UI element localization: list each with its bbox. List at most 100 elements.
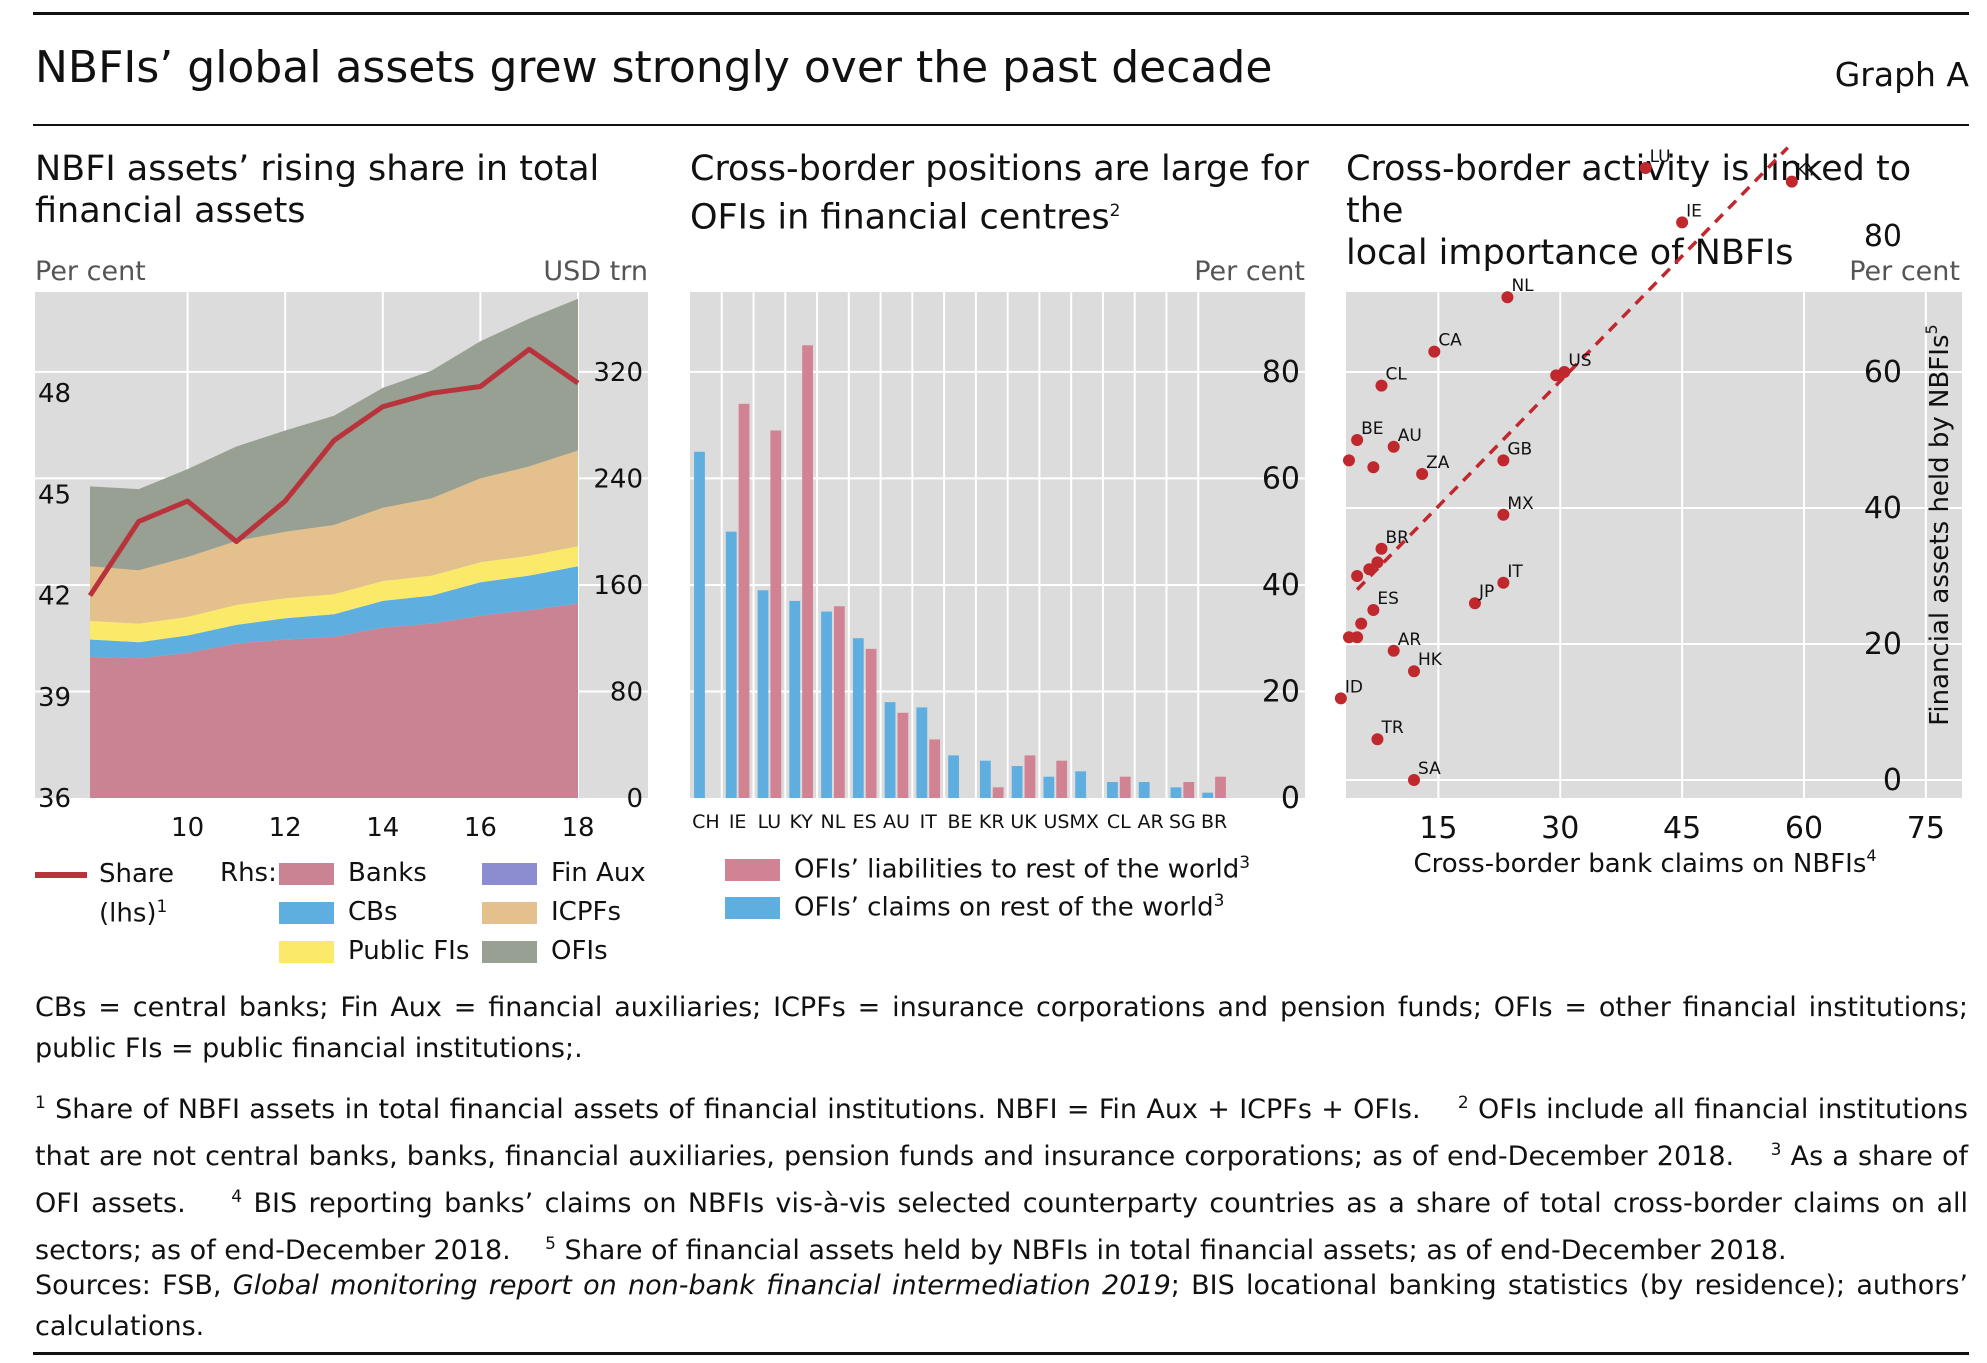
bar-claims-LU <box>757 590 769 798</box>
scatter-point <box>1351 631 1364 644</box>
scatter-point-ZA <box>1416 468 1429 480</box>
scatter-label-BE: BE <box>1361 419 1383 439</box>
sources-italic: Global monitoring report on non-bank fin… <box>232 1270 1171 1301</box>
legend-rhs-prefix: Rhs: <box>220 858 277 888</box>
left-rhs-tick: 160 <box>593 571 643 601</box>
legend-fin-aux: Fin Aux <box>482 858 646 888</box>
bar-claims-CH <box>694 451 705 798</box>
legend-banks-swatch <box>279 862 334 885</box>
right-y-tick: 40 <box>1864 491 1902 526</box>
middle-x-tick: AU <box>883 811 910 833</box>
bar-claims-AR <box>1138 782 1150 798</box>
left-lhs-tick: 36 <box>38 784 71 814</box>
bottom-rule <box>33 1352 1969 1355</box>
middle-x-tick: UK <box>1010 811 1037 833</box>
middle-plot-background <box>690 292 1305 798</box>
bar-liabilities-BR <box>1215 776 1226 798</box>
page-title: NBFIs’ global assets grew strongly over … <box>35 42 1273 93</box>
scatter-point-BR <box>1375 542 1388 555</box>
scatter-label-TR: TR <box>1380 718 1403 738</box>
middle-x-tick: USMX <box>1043 811 1098 833</box>
legend-cbs-swatch <box>279 901 334 924</box>
legend-share: Share (lhs)1 <box>35 858 174 931</box>
bar-liabilities-LU <box>770 430 782 798</box>
bar-claims-IT <box>916 707 928 798</box>
scatter-point-NL <box>1501 291 1514 304</box>
right-rhs-unit: Per cent <box>1849 256 1960 287</box>
bar-claims-KY <box>789 600 801 798</box>
legend-liabilities-label: OFIs’ liabilities to rest of the world <box>794 854 1240 885</box>
right-y-tick: 60 <box>1864 355 1902 390</box>
scatter-point <box>1550 369 1563 382</box>
legend-claims-sup: 3 <box>1213 891 1225 911</box>
legend-banks-label: Banks <box>348 858 427 888</box>
legend-icpfs: ICPFs <box>482 897 621 927</box>
middle-y-tick: 0 <box>1281 781 1300 816</box>
legend-share-label: Share <box>99 859 175 889</box>
scatter-point <box>1363 563 1376 576</box>
right-y-tick: 0 <box>1883 763 1902 798</box>
bar-liabilities-NL <box>833 606 845 798</box>
scatter-label-ES: ES <box>1377 589 1399 609</box>
legend-share-swatch <box>35 871 87 878</box>
bar-claims-MX <box>1075 771 1087 798</box>
bar-liabilities-IT <box>929 739 941 798</box>
scatter-label-HK: HK <box>1418 650 1443 670</box>
middle-x-tick: IE <box>729 811 747 833</box>
middle-x-tick: NL <box>821 811 846 833</box>
bar-claims-KR <box>979 760 991 798</box>
left-x-tick: 16 <box>464 813 497 843</box>
right-x-label-sup: 4 <box>1866 846 1876 865</box>
scatter-point <box>1367 461 1380 474</box>
bar-claims-IE <box>725 531 737 798</box>
scatter-label-ZA: ZA <box>1426 453 1450 473</box>
scatter-label-IT: IT <box>1507 562 1523 582</box>
scatter-point-GB <box>1497 454 1510 467</box>
scatter-label-AU: AU <box>1398 426 1422 446</box>
legend-liabilities: OFIs’ liabilities to rest of the world3 <box>725 853 1250 885</box>
bar-claims-NL <box>821 611 832 798</box>
legend-ofis-swatch <box>482 940 537 963</box>
scatter-label-CA: CA <box>1438 331 1462 351</box>
left-x-tick: 14 <box>366 813 399 843</box>
scatter-label-SA: SA <box>1418 759 1441 779</box>
right-y-label: Financial assets held by NBFIs5 <box>1922 324 1955 725</box>
middle-x-tick: KR <box>979 811 1005 833</box>
right-y-tick: 20 <box>1864 627 1902 662</box>
title-rule <box>33 124 1969 126</box>
left-rhs-tick: 320 <box>593 358 643 388</box>
scatter-label-LU: LU <box>1650 147 1671 167</box>
middle-y-tick: 20 <box>1262 674 1300 709</box>
middle-y-tick: 60 <box>1262 461 1300 496</box>
scatter-label-BR: BR <box>1386 528 1410 548</box>
middle-rhs-unit: Per cent <box>1194 256 1305 287</box>
footnote-3: As a share of OFI assets. <box>35 1141 1968 1219</box>
scatter-point <box>1355 617 1368 630</box>
scatter-point-JP <box>1468 597 1481 610</box>
scatter-point <box>1371 556 1384 569</box>
left-lhs-tick: 39 <box>38 683 71 713</box>
legend-cbs: CBs <box>279 897 398 927</box>
scatter-point-ES <box>1367 604 1380 616</box>
bar-claims-ES <box>852 638 864 798</box>
left-lhs-tick: 42 <box>38 582 71 612</box>
legend-fin-aux-swatch <box>482 862 537 885</box>
legend-ofis-label: OFIs <box>551 936 608 966</box>
area-banks <box>90 603 578 798</box>
sources-note: Sources: FSB, Global monitoring report o… <box>35 1265 1968 1347</box>
scatter-point <box>1343 454 1355 467</box>
scatter-point-IT <box>1497 576 1510 589</box>
scatter-point-MX <box>1497 508 1510 521</box>
scatter-label-US: US <box>1568 351 1591 371</box>
legend-liabilities-sup: 3 <box>1239 853 1251 873</box>
footnote-1: Share of NBFI assets in total financial … <box>55 1094 1421 1125</box>
right-panel-title: Cross-border activity is linked to the l… <box>1346 149 1912 273</box>
scatter-point-AR <box>1387 644 1400 657</box>
middle-y-tick: 80 <box>1262 355 1300 390</box>
scatter-point <box>1351 570 1364 582</box>
left-rhs-tick: 0 <box>626 784 643 814</box>
scatter-label-KY: KY <box>1796 161 1818 181</box>
scatter-point-HK <box>1408 665 1420 678</box>
bar-liabilities-KY <box>802 345 813 798</box>
